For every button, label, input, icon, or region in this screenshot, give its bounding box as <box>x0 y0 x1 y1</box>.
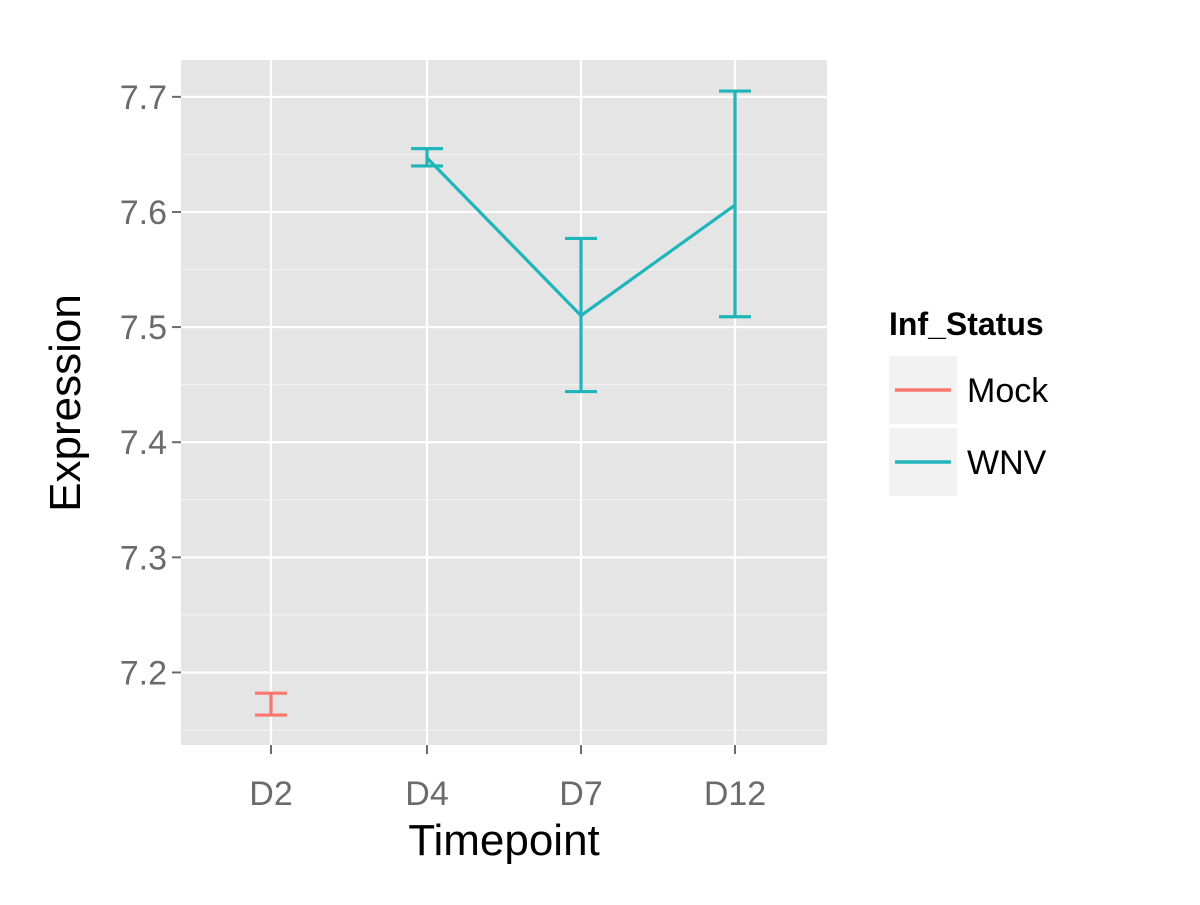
error-bar-wnv-d12 <box>719 89 751 319</box>
error-bar-mock-d2 <box>255 691 287 717</box>
legend-entry-wnv: WNV <box>889 428 1047 496</box>
error-bar-wnv-d4 <box>411 147 443 168</box>
legend-label: Mock <box>967 372 1049 410</box>
legend-label: WNV <box>967 444 1047 482</box>
major-grid <box>181 60 827 745</box>
series-layer <box>255 89 751 717</box>
y-axis-title: Expression <box>41 294 90 512</box>
x-tick-label: D12 <box>704 775 766 813</box>
legend-entry-mock: Mock <box>889 356 1049 424</box>
y-tick-label: 7.2 <box>120 654 167 692</box>
legend-title: Inf_Status <box>889 306 1044 342</box>
y-tick-label: 7.3 <box>120 539 167 577</box>
error-bar-wnv-d7 <box>565 236 597 394</box>
axis-ticks: 7.2 7.3 7.4 7.5 7.6 7.7 D2 D4 D7 D12 <box>120 79 766 813</box>
x-tick-label: D4 <box>405 775 448 813</box>
y-tick-label: 7.7 <box>120 79 167 117</box>
x-tick-label: D7 <box>559 775 602 813</box>
plot-panel <box>181 60 827 745</box>
minor-grid <box>181 153 827 731</box>
x-tick-label: D2 <box>249 775 292 813</box>
legend: Inf_Status Mock WNV <box>889 306 1049 496</box>
y-tick-label: 7.6 <box>120 194 167 232</box>
y-tick-label: 7.5 <box>120 309 167 347</box>
y-tick-label: 7.4 <box>120 424 167 462</box>
x-axis-title: Timepoint <box>408 816 600 865</box>
